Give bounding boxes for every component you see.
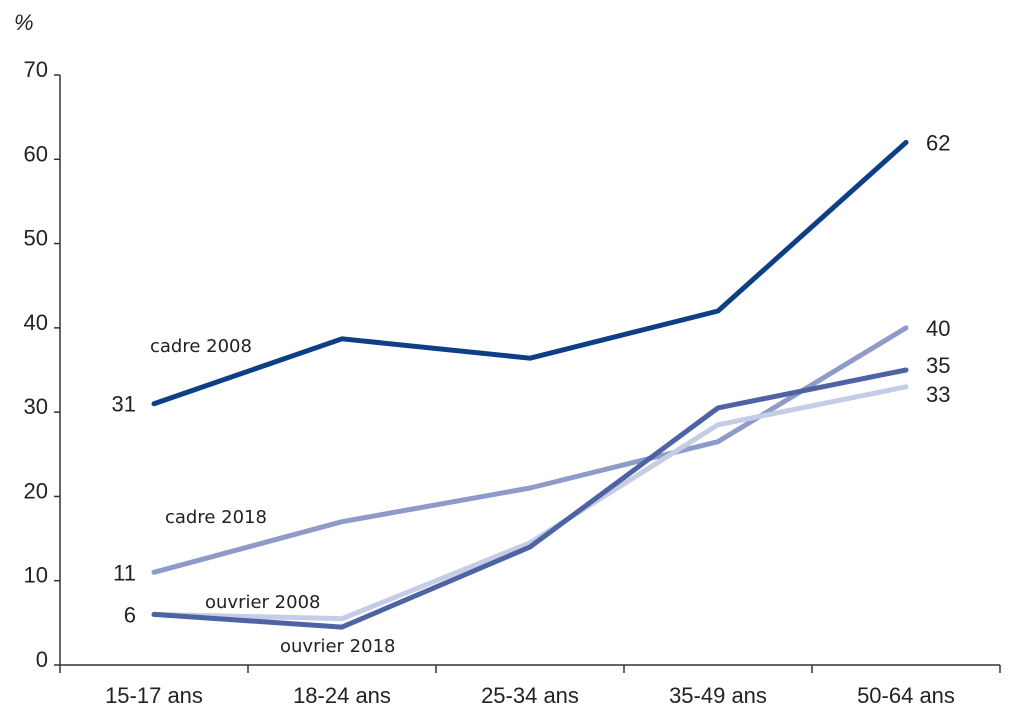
y-tick-label: 50 [24,226,48,251]
series-label-ouvrier-2008: ouvrier 2008 [205,592,320,613]
y-tick-label: 20 [24,478,48,503]
series-lines [151,139,909,630]
y-tick-label: 70 [24,57,48,82]
series-line-ouvrier-2018 [151,367,909,630]
y-unit-label: % [14,10,34,35]
data-labels: 31 62 11 6 40 35 33 [112,130,951,627]
y-tick-label: 30 [24,394,48,419]
series-label-cadre-2018: cadre 2018 [165,507,267,528]
data-label: 31 [112,392,136,417]
y-axis: 0 10 20 30 40 50 60 70 [24,57,61,672]
series-line-ouvrier-2008 [151,384,909,622]
x-tick-label: 25-34 ans [481,683,579,708]
data-label: 11 [113,560,136,585]
data-label: 33 [926,382,950,407]
x-tick-label: 35-49 ans [669,683,767,708]
y-tick-label: 0 [36,647,48,672]
x-tick-label: 18-24 ans [293,683,391,708]
y-tick-label: 10 [24,563,48,588]
series-line-cadre-2018 [151,325,909,575]
data-label: 62 [926,130,950,155]
y-tick-label: 60 [24,141,48,166]
series-label-ouvrier-2018: ouvrier 2018 [280,636,395,657]
x-tick-label: 50-64 ans [857,683,955,708]
series-label-cadre-2008: cadre 2008 [150,336,252,357]
data-label: 6 [124,602,136,627]
data-label: 40 [926,316,950,341]
data-label: 35 [926,353,950,378]
x-tick-label: 15-17 ans [105,683,203,708]
series-line-cadre-2008 [151,139,909,407]
y-tick-label: 40 [24,310,48,335]
series-labels: cadre 2008 cadre 2018 ouvrier 2008 ouvrier … [150,336,395,657]
x-axis: 15-17 ans 18-24 ans 25-34 ans 35-49 ans 50-6… [59,664,1001,708]
